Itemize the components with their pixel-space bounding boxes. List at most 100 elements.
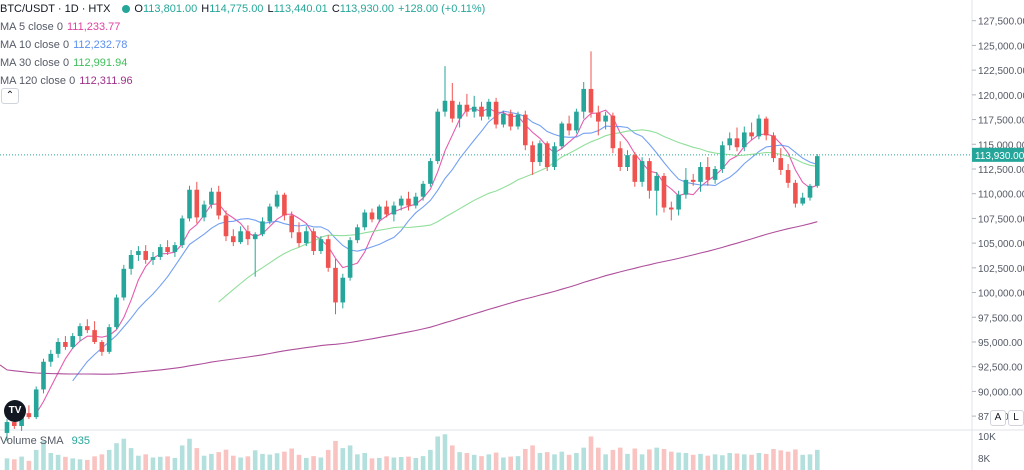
candle-body: [815, 156, 820, 186]
candle-body: [55, 341, 61, 354]
candle-body: [26, 413, 32, 418]
candle-body: [763, 118, 769, 136]
close-label: C: [331, 3, 340, 15]
volume-bar: [734, 453, 740, 470]
volume-bar: [121, 438, 127, 470]
candle-body: [172, 245, 178, 253]
candle-body: [209, 191, 214, 205]
candle-body: [391, 205, 397, 215]
volume-bar: [559, 451, 565, 470]
volume-bar: [763, 453, 769, 470]
volume-bar: [749, 454, 754, 470]
volume-bar: [99, 454, 105, 470]
indicator-label: MA 5 close 0: [0, 21, 63, 33]
indicator-ma5[interactable]: MA 5 close 0 111,233.77: [0, 18, 489, 36]
volume-bar: [544, 452, 550, 470]
candle-body: [698, 167, 703, 182]
candle-body: [318, 239, 324, 252]
volume-bar: [216, 452, 221, 470]
price-axis[interactable]: 127,500.00 125,000.00 122,500.00 120,000.00…: [972, 17, 1024, 465]
candles: [4, 51, 820, 441]
log-scale-button[interactable]: L: [1008, 410, 1024, 426]
volume-bar: [493, 452, 499, 470]
volume-bar: [727, 453, 732, 470]
indicator-ma10[interactable]: MA 10 close 0 112,232.78: [0, 36, 489, 54]
candle-body: [267, 206, 273, 222]
volume-bar: [574, 453, 579, 470]
volume-bar: [647, 449, 652, 470]
volume-bar: [515, 456, 521, 470]
volume-bar: [793, 449, 798, 470]
candle-body: [245, 231, 251, 240]
volume-bar: [705, 455, 711, 470]
indicator-ma30[interactable]: MA 30 close 0 112,991.94: [0, 54, 489, 72]
volume-legend: Volume SMA 935: [0, 435, 90, 447]
candle-body: [486, 101, 492, 117]
volume-bar: [464, 453, 470, 470]
indicator-label: MA 30 close 0: [0, 57, 70, 69]
candle-body: [727, 138, 732, 146]
volume-bar: [669, 451, 674, 470]
candle-body: [333, 267, 338, 303]
candle-body: [85, 326, 90, 331]
volume-legend-value: 935: [71, 435, 90, 447]
candle-body: [63, 341, 68, 347]
volume-bar: [296, 454, 302, 470]
candle-body: [282, 194, 287, 216]
volume-bar: [26, 460, 32, 470]
volume-bar: [63, 456, 68, 470]
candle-body: [574, 111, 579, 131]
candle-body: [304, 231, 309, 244]
candle-body: [442, 100, 448, 112]
indicator-ma120[interactable]: MA 120 close 0 112,311.96: [0, 72, 489, 90]
current-price-label: 113,930.00: [975, 151, 1024, 162]
price-axis-label: 92,500.00: [978, 363, 1023, 374]
volume-bar: [355, 454, 360, 470]
volume-bar: [158, 456, 163, 470]
symbol-title[interactable]: BTC/USDT · 1D · HTX: [0, 3, 111, 15]
volume-bar: [340, 448, 346, 470]
volume-bar: [238, 457, 243, 470]
candle-body: [435, 111, 440, 162]
volume-bar: [807, 454, 813, 470]
price-axis-label: 102,500.00: [978, 264, 1024, 275]
candle-body: [581, 88, 586, 112]
open-label: O: [134, 3, 143, 15]
volume-bar: [289, 448, 294, 470]
candle-body: [734, 138, 740, 148]
volume-bar: [92, 456, 97, 470]
candle-body: [712, 168, 718, 180]
auto-scale-button[interactable]: A: [990, 410, 1006, 426]
volume-bar: [55, 454, 61, 470]
candle-body: [647, 161, 652, 191]
candle-body: [596, 112, 601, 122]
price-axis-label: 105,000.00: [978, 239, 1024, 250]
volume-bar: [428, 449, 433, 470]
volume-bar: [136, 455, 141, 470]
candle-body: [194, 189, 200, 218]
volume-bar: [245, 456, 251, 470]
candle-body: [99, 341, 105, 352]
candle-body: [450, 100, 455, 119]
candle-body: [362, 212, 367, 228]
candle-body: [610, 115, 616, 149]
high-label: H: [201, 3, 210, 15]
volume-bar: [362, 453, 367, 470]
volume-bar: [85, 459, 90, 470]
indicator-label: MA 120 close 0: [0, 75, 76, 87]
close-value: 113,930.00: [339, 3, 395, 15]
volume-bar: [413, 457, 419, 470]
candle-body: [223, 215, 229, 237]
volume-bar: [70, 458, 75, 470]
candle-body: [457, 104, 462, 119]
tradingview-logo[interactable]: TV: [4, 400, 26, 422]
volume-bar: [756, 453, 762, 470]
indicator-value: 112,232.78: [73, 39, 128, 51]
volume-bar: [41, 440, 46, 470]
candle-body: [771, 135, 776, 159]
volume-bar: [194, 448, 200, 470]
collapse-legend-button[interactable]: ⌃: [1, 88, 19, 104]
volume-bar: [486, 454, 492, 470]
candle-body: [676, 194, 681, 210]
